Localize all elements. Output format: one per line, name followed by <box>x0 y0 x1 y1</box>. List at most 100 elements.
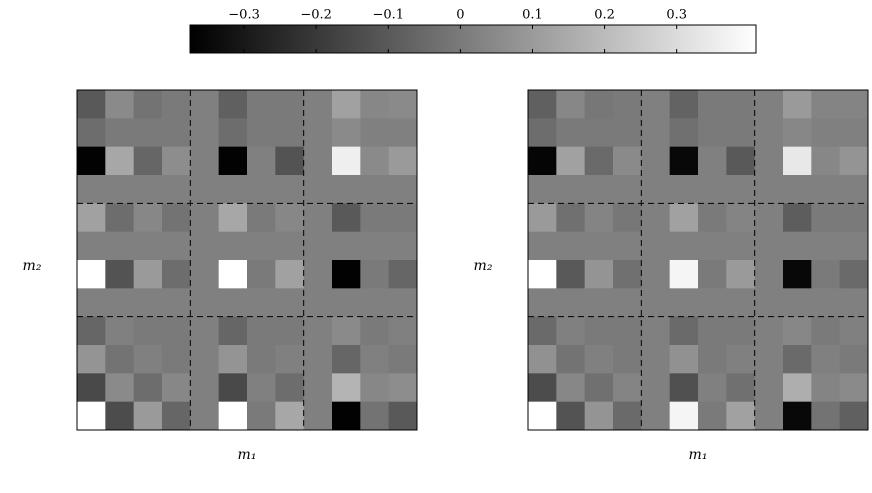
heatmap-cell <box>839 231 869 261</box>
heatmap-cell <box>839 401 869 431</box>
heatmap-cell <box>190 175 220 204</box>
heatmap-cell <box>133 345 163 374</box>
heatmap-cell <box>783 316 812 346</box>
heatmap-cell <box>726 203 756 233</box>
heatmap-cell <box>247 288 276 318</box>
heatmap-cell <box>584 118 614 148</box>
heatmap-cell <box>811 260 841 289</box>
heatmap-cell <box>584 90 614 119</box>
heatmap-cell <box>388 260 418 289</box>
heatmap-cell <box>641 90 671 119</box>
heatmap-cell <box>556 288 586 318</box>
heatmap-cell <box>641 260 671 289</box>
heatmap-cell <box>528 288 557 318</box>
heatmap-cell <box>811 288 841 318</box>
heatmap-cell <box>613 146 642 176</box>
heatmap-cell <box>698 203 727 233</box>
heatmap-cell <box>726 260 756 289</box>
heatmap-cell <box>303 373 333 403</box>
heatmap-cell <box>669 345 699 374</box>
heatmap-cell <box>528 316 557 346</box>
heatmap-cell <box>332 146 361 176</box>
heatmap-cell <box>584 260 614 289</box>
heatmap-cell <box>360 231 390 261</box>
heatmap-cell <box>303 90 333 119</box>
heatmap-cell <box>247 90 276 119</box>
heatmap-cell <box>275 316 305 346</box>
heatmap-cell <box>669 146 699 176</box>
heatmap-cell <box>726 90 756 119</box>
heatmap-cell <box>190 203 220 233</box>
heatmap-cell <box>218 316 248 346</box>
x-axis-label: m₁ <box>238 447 257 463</box>
heatmap-cell <box>839 316 869 346</box>
colorbar-tick-label: 0 <box>456 8 464 23</box>
heatmap-cell <box>332 231 361 261</box>
heatmap-cell <box>360 118 390 148</box>
heatmap-cell <box>726 401 756 431</box>
heatmap-cell <box>839 373 869 403</box>
heatmap-cell <box>669 203 699 233</box>
heatmap-cell <box>332 345 361 374</box>
heatmap-cell <box>360 401 390 431</box>
heatmap-cell <box>133 146 163 176</box>
heatmap-cell <box>726 118 756 148</box>
heatmap-cell <box>162 345 191 374</box>
heatmap-cell <box>528 345 557 374</box>
heatmap-cell <box>613 203 642 233</box>
heatmap-cell <box>162 401 191 431</box>
frame <box>76 89 418 431</box>
heatmap-cell <box>783 373 812 403</box>
heatmap-cell <box>162 231 191 261</box>
heatmap-cell <box>332 401 361 431</box>
heatmap-cell <box>726 146 756 176</box>
heatmap-cell <box>388 288 418 318</box>
heatmap-cell <box>528 203 557 233</box>
heatmap-cell <box>360 316 390 346</box>
heatmap-cell <box>698 146 727 176</box>
heatmap-cell <box>105 260 135 289</box>
heatmap-cell <box>162 118 191 148</box>
heatmap-cell <box>190 373 220 403</box>
heatmap-cell <box>811 175 841 204</box>
heatmap-cell <box>783 288 812 318</box>
heatmap-cell <box>726 231 756 261</box>
heatmap-cell <box>388 146 418 176</box>
heatmap-cell <box>162 288 191 318</box>
heatmap-cell <box>641 401 671 431</box>
heatmap-cell <box>190 288 220 318</box>
heatmap-cell <box>77 345 106 374</box>
heatmap-cell <box>669 401 699 431</box>
heatmap-cell <box>303 288 333 318</box>
heatmap-cell <box>275 288 305 318</box>
heatmap-cell <box>556 345 586 374</box>
heatmap-cell <box>613 401 642 431</box>
heatmap-cell <box>303 345 333 374</box>
heatmap-cell <box>698 175 727 204</box>
heatmap-cell <box>303 401 333 431</box>
heatmap-cell <box>247 401 276 431</box>
heatmap-cell <box>839 146 869 176</box>
heatmap-cell <box>218 231 248 261</box>
heatmap-cell <box>162 90 191 119</box>
heatmap-cell <box>360 260 390 289</box>
heatmap-cell <box>584 316 614 346</box>
heatmap-cell <box>105 146 135 176</box>
heatmap-cell <box>247 316 276 346</box>
heatmap-cell <box>783 146 812 176</box>
colorbar-tick-label: 0.1 <box>522 8 543 23</box>
heatmap-cell <box>247 203 276 233</box>
heatmap-cell <box>105 231 135 261</box>
heatmap-cell <box>247 231 276 261</box>
heatmap-cell <box>275 231 305 261</box>
heatmap-cell <box>613 90 642 119</box>
heatmap-cell <box>218 401 248 431</box>
heatmap-cell <box>613 288 642 318</box>
heatmap-cell <box>388 373 418 403</box>
heatmap-cell <box>669 118 699 148</box>
heatmap-cell <box>584 288 614 318</box>
heatmap-cell <box>783 90 812 119</box>
heatmap-cell <box>811 118 841 148</box>
heatmap-cell <box>332 175 361 204</box>
